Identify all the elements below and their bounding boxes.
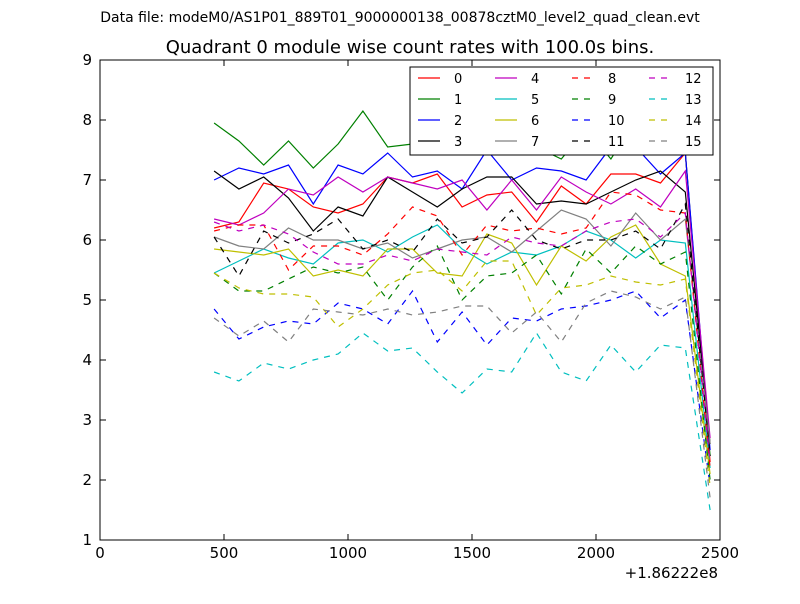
series-line-14 (213, 260, 711, 487)
plot-area (213, 109, 711, 511)
series-line-5 (213, 224, 711, 469)
legend-label-3: 3 (454, 135, 462, 150)
series-line-9 (213, 245, 711, 481)
y-tick-label: 2 (82, 471, 92, 489)
series-line-11 (213, 202, 711, 457)
series-line-0 (213, 151, 711, 463)
x-tick-label: 1500 (453, 544, 491, 562)
series-line-15 (213, 290, 711, 499)
legend-label-7: 7 (531, 135, 539, 150)
legend-label-10: 10 (608, 114, 625, 129)
legend-label-5: 5 (531, 93, 539, 108)
legend-label-11: 11 (608, 135, 625, 150)
series-line-10 (213, 289, 711, 487)
legend-label-4: 4 (531, 72, 539, 87)
x-tick-label: 500 (210, 544, 239, 562)
y-tick-label: 6 (82, 231, 92, 249)
legend-label-6: 6 (531, 114, 539, 129)
y-tick-label: 8 (82, 111, 92, 129)
data-file-title: Data file: modeM0/AS1P01_889T01_90000001… (100, 10, 700, 26)
y-tick-label: 4 (82, 351, 92, 369)
legend-label-13: 13 (685, 93, 702, 108)
y-tick-label: 1 (82, 531, 92, 549)
y-tick-label: 3 (82, 411, 92, 429)
x-tick-label: 2500 (701, 544, 739, 562)
x-axis-offset-label: +1.86222e8 (625, 564, 718, 582)
legend-label-2: 2 (454, 114, 462, 129)
x-tick-label: 2000 (577, 544, 615, 562)
legend-label-8: 8 (608, 72, 616, 87)
series-line-7 (213, 209, 711, 445)
x-tick-label: 0 (95, 544, 105, 562)
legend-label-15: 15 (685, 135, 702, 150)
chart-title: Quadrant 0 module wise count rates with … (166, 37, 655, 58)
series-line-2 (213, 146, 711, 451)
series-line-6 (214, 224, 711, 475)
series-line-12 (213, 211, 711, 463)
x-tick-label: 1000 (329, 544, 367, 562)
series-line-4 (213, 169, 711, 439)
series-line-3 (213, 170, 711, 445)
legend-label-9: 9 (608, 93, 616, 108)
legend-label-12: 12 (685, 72, 702, 87)
y-tick-label: 5 (82, 291, 92, 309)
y-tick-label: 7 (82, 171, 92, 189)
legend-label-0: 0 (454, 72, 462, 87)
legend-label-1: 1 (454, 93, 462, 108)
legend-label-14: 14 (685, 114, 702, 129)
legend-box (409, 66, 714, 156)
series-line-1 (213, 109, 711, 457)
series-line-8 (213, 191, 711, 469)
series-line-13 (213, 331, 711, 511)
y-tick-label: 9 (82, 51, 92, 69)
